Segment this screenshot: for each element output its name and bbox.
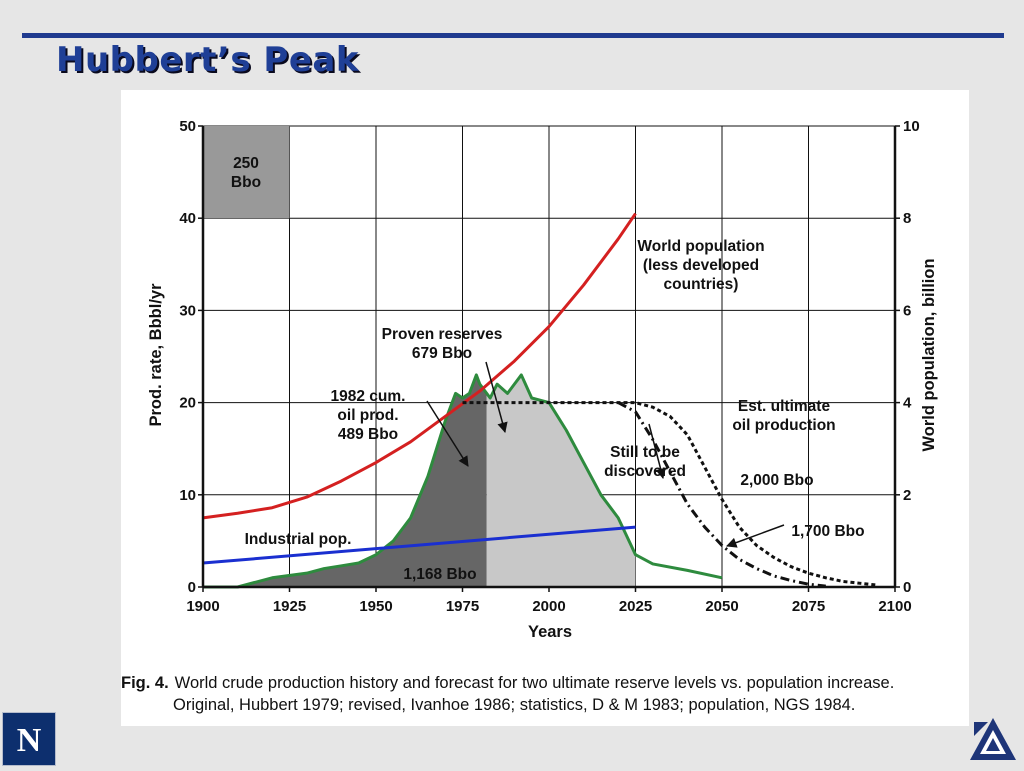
world-pop-label-3: countries) <box>664 276 739 293</box>
y-tick-label-0: 0 <box>188 579 196 596</box>
x-tick-label-5: 2025 <box>619 598 652 615</box>
x-tick-label-8: 2100 <box>878 598 911 615</box>
arrow-cum-prod <box>426 400 469 467</box>
caption-line-2: Original, Hubbert 1979; revised, Ivanhoe… <box>173 696 856 714</box>
est-ultimate-label-2: oil production <box>732 417 835 434</box>
triangle-logo-icon <box>966 714 1020 766</box>
y-tick-label-2: 20 <box>179 395 196 412</box>
area-proven-reserves <box>486 374 636 587</box>
arrow-1700-bbo <box>726 524 785 548</box>
y2-tick-label-5: 10 <box>903 118 920 135</box>
x-tick-label-2: 1950 <box>359 598 392 615</box>
y-tick-label-3: 30 <box>179 302 196 319</box>
still-discovered-label-2: discovered <box>604 463 686 480</box>
figure: 1900 1925 1950 1975 2000 2025 2050 2075 2100 0 10 2… <box>121 90 969 726</box>
grid <box>202 125 896 588</box>
total-1168-label: 1,168 Bbo <box>403 566 476 583</box>
production-curve <box>203 373 723 589</box>
arrows <box>426 361 785 548</box>
cum-prod-label-1: 1982 cum. <box>331 388 406 405</box>
x-tick-label-3: 1975 <box>446 598 479 615</box>
figure-number: Fig. 4. <box>121 674 169 692</box>
y2-tick-label-2: 4 <box>903 395 912 412</box>
world-pop-label-1: World population <box>637 238 764 255</box>
title-underline <box>22 33 1004 38</box>
proven-reserves-label-1: Proven reserves <box>382 326 503 343</box>
x-tick-label-4: 2000 <box>532 598 565 615</box>
x-tick-label-0: 1900 <box>186 598 219 615</box>
y2-axis-label: World population, billion <box>920 258 938 451</box>
hubbert-chart: 1900 1925 1950 1975 2000 2025 2050 2075 21000102… <box>147 118 938 641</box>
x-axis-label: Years <box>528 623 572 641</box>
x-tick-label-1: 1925 <box>273 598 306 615</box>
arrow-still-discovered <box>648 423 666 480</box>
industrial-population-line <box>202 525 636 565</box>
box-250-bbo <box>203 126 290 219</box>
x-tick-label-6: 2050 <box>705 598 738 615</box>
y2-tick-label-3: 6 <box>903 302 911 319</box>
axes: 1900 1925 1950 1975 2000 2025 2050 2075 21000102… <box>179 118 919 615</box>
world-population-line <box>202 212 637 520</box>
y2-tick-label-1: 2 <box>903 487 911 504</box>
cum-prod-label-2: oil prod. <box>337 407 398 424</box>
cum-prod-label-3: 489 Bbo <box>338 426 398 443</box>
slide-title: Hubbert’s Peak <box>56 40 359 80</box>
caption-text-1: World crude production history and forec… <box>174 674 895 692</box>
caption-line-1: Fig. 4. World crude production history an… <box>121 672 894 694</box>
university-logo-letter: N <box>17 722 42 759</box>
y-tick-label-1: 10 <box>179 487 196 504</box>
still-discovered-label-1: Still to be <box>610 444 680 461</box>
y2-tick-label-4: 8 <box>903 210 911 227</box>
x-tick-label-7: 2075 <box>792 598 825 615</box>
est-ultimate-label-1: Est. ultimate <box>738 398 831 415</box>
shaded-areas <box>203 126 636 587</box>
y-tick-label-4: 40 <box>179 210 196 227</box>
proven-reserves-label-2: 679 Bbo <box>412 345 472 362</box>
y-axis-label: Prod. rate, Bbbl/yr <box>147 283 165 427</box>
bbo-1700-label: 1,700 Bbo <box>791 523 864 540</box>
area-cumulative-production <box>203 374 487 587</box>
box-250-label-1: 250 <box>233 155 259 172</box>
y-tick-label-5: 50 <box>179 118 196 135</box>
university-logo: N <box>2 712 56 766</box>
arrow-proven-reserves <box>485 361 508 434</box>
industrial-pop-label: Industrial pop. <box>245 531 352 548</box>
world-pop-label-2: (less developed <box>643 257 759 274</box>
box-250-label-2: Bbo <box>231 174 261 191</box>
bbo-2000-label: 2,000 Bbo <box>740 472 813 489</box>
y2-tick-label-0: 0 <box>903 579 911 596</box>
